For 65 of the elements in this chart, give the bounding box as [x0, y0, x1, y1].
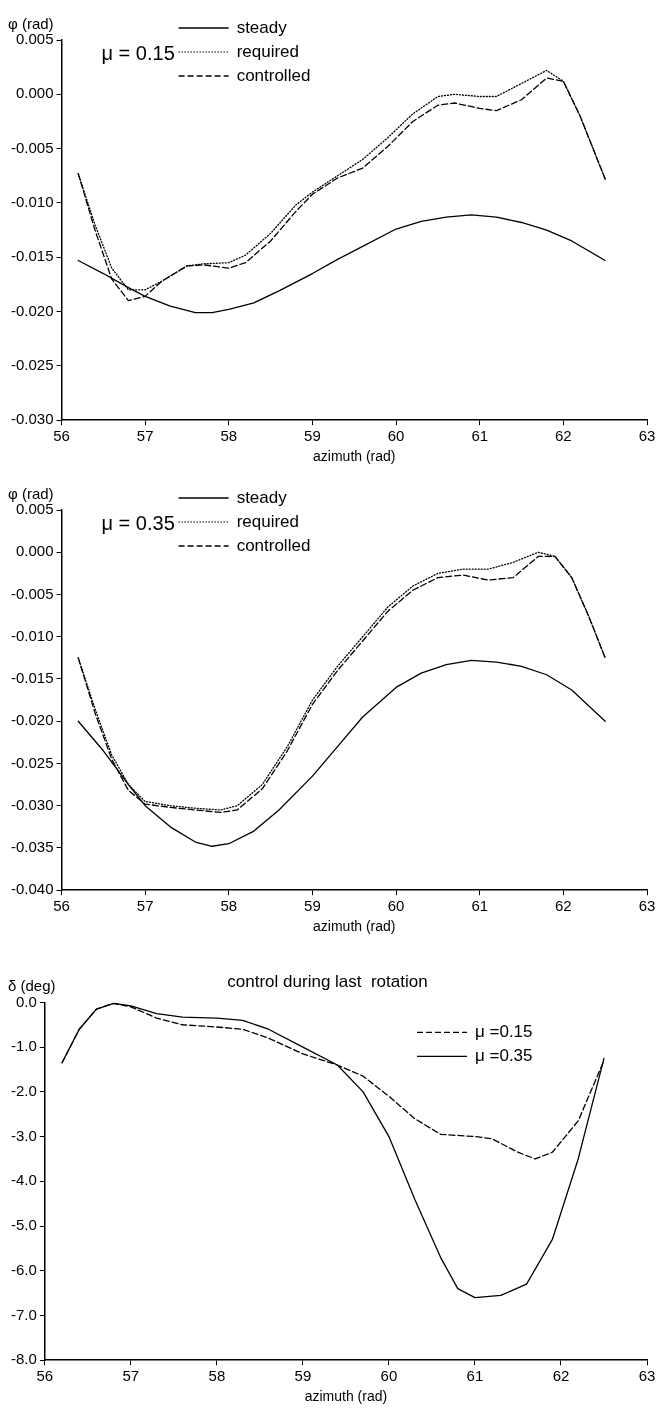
x-tick-label: 57 [136, 427, 154, 445]
x-tick-label: 62 [555, 427, 572, 445]
y-tick-label: -8.0 [10, 1350, 37, 1368]
y-tick-label: -3.0 [10, 1126, 37, 1144]
x-tick-label: 56 [53, 427, 70, 445]
y-tick-label: -0.005 [10, 584, 54, 602]
x-tick-label: 61 [466, 1367, 484, 1385]
y-tick-label: -0.025 [10, 356, 54, 374]
x-tick-label: 58 [220, 427, 238, 445]
x-tick-label: 60 [387, 897, 405, 915]
y-tick-label: -0.020 [10, 301, 54, 319]
y-tick-label: -0.030 [10, 795, 54, 813]
y-tick-label: -0.025 [10, 753, 54, 771]
x-tick-label: 62 [555, 897, 572, 915]
legend-label: μ =0.35 [475, 1046, 533, 1066]
y-tick-label: -2.0 [10, 1081, 37, 1099]
y-tick-label: 0.000 [15, 542, 54, 560]
y-tick-label: -0.020 [10, 711, 54, 729]
y-tick-label: -0.015 [10, 669, 54, 687]
y-axis-title: φ (rad) [8, 14, 54, 32]
y-tick-label: -0.040 [10, 880, 54, 898]
x-tick-label: 60 [380, 1367, 398, 1385]
annotation: μ = 0.35 [101, 511, 175, 534]
x-tick-label: 59 [304, 897, 321, 915]
x-tick-label: 59 [294, 1367, 312, 1385]
x-tick-label: 56 [36, 1367, 54, 1385]
y-tick-label: -0.010 [10, 193, 54, 211]
x-tick-label: 58 [220, 897, 238, 915]
x-tick-label: 61 [471, 427, 489, 445]
x-tick-label: 63 [638, 1367, 656, 1385]
legend-label: steady [236, 487, 288, 507]
legend-label: controlled [236, 65, 311, 85]
y-tick-label: 0.000 [15, 84, 54, 102]
y-tick-label: -0.005 [10, 138, 54, 156]
x-axis-title: azimuth (rad) [313, 918, 396, 935]
y-tick-label: -0.030 [10, 410, 54, 428]
x-tick-label: 63 [638, 897, 656, 915]
annotation: μ = 0.15 [101, 41, 175, 64]
legend-label: required [236, 41, 299, 61]
y-tick-label: -6.0 [10, 1260, 37, 1278]
x-tick-label: 61 [471, 897, 489, 915]
x-tick-label: 57 [122, 1367, 140, 1385]
y-tick-label: -5.0 [10, 1216, 37, 1234]
x-tick-label: 58 [208, 1367, 226, 1385]
y-axis-title: φ (rad) [8, 484, 54, 502]
y-tick-label: -4.0 [10, 1171, 37, 1189]
x-tick-label: 59 [304, 427, 321, 445]
x-tick-label: 57 [136, 897, 154, 915]
legend-label: steady [236, 17, 288, 37]
x-axis-title: azimuth (rad) [304, 1388, 388, 1405]
chart-title: control during last rotation [227, 971, 428, 991]
legend-label: controlled [236, 535, 311, 555]
x-tick-label: 60 [387, 427, 405, 445]
x-tick-label: 56 [53, 897, 70, 915]
y-tick-label: -1.0 [10, 1037, 37, 1055]
y-tick-label: -0.015 [10, 247, 54, 265]
x-tick-label: 63 [638, 427, 656, 445]
y-tick-label: -0.010 [10, 626, 54, 644]
x-axis-title: azimuth (rad) [313, 448, 396, 465]
y-axis-title: δ (deg) [8, 977, 56, 995]
y-tick-label: -7.0 [10, 1305, 37, 1323]
y-tick-label: -0.035 [10, 838, 54, 856]
legend-label: required [236, 511, 299, 531]
legend-label: μ =0.15 [475, 1022, 533, 1042]
x-tick-label: 62 [552, 1367, 570, 1385]
